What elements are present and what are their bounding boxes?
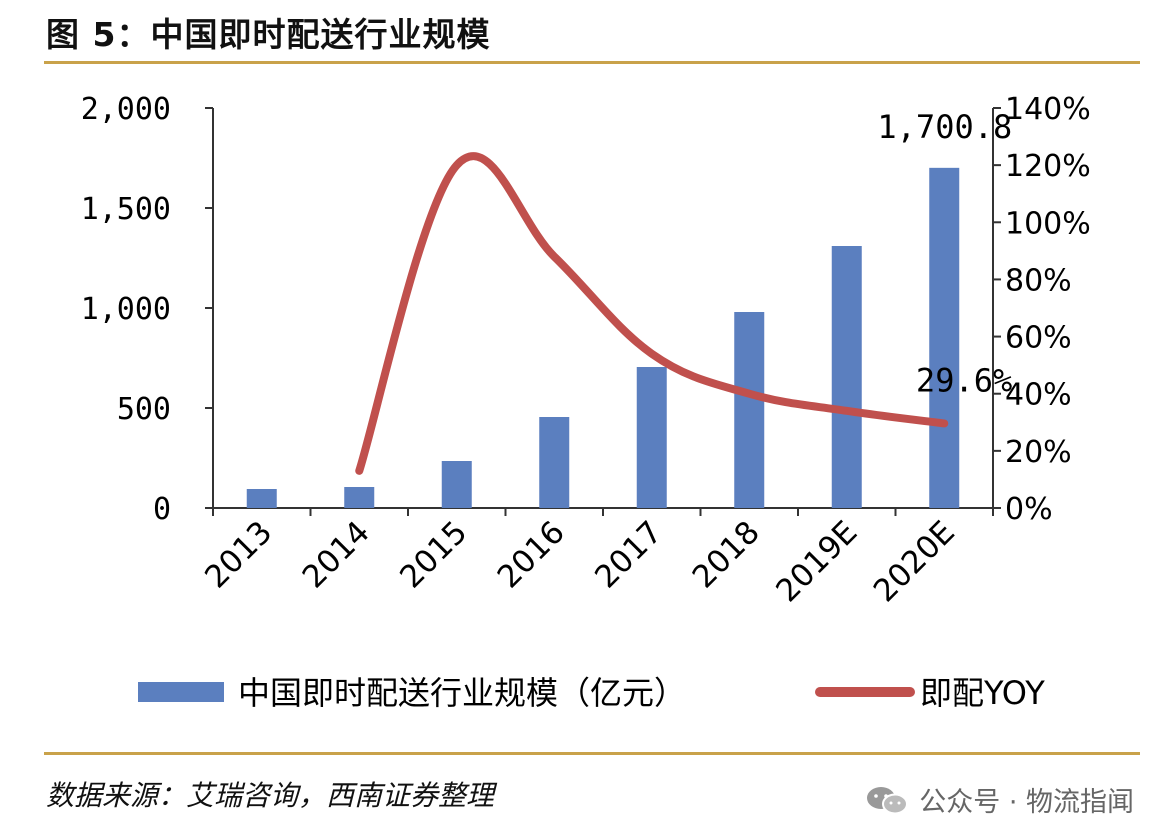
x-tick-label: 2013	[198, 514, 279, 595]
top-rule	[44, 61, 1140, 64]
bar	[929, 167, 960, 508]
legend-bar-label: 中国即时配送行业规模（亿元）	[238, 674, 686, 712]
watermark: 公众号 · 物流指闻	[865, 780, 1134, 819]
chart: 0 500 1,000 1,500 2,000 0% 20% 40% 60% 80% 100% 120…	[81, 92, 1091, 712]
data-label: 1,700.8	[877, 108, 1012, 146]
yoy-point	[845, 409, 848, 412]
bar	[734, 312, 765, 508]
left-tick-label: 0	[153, 492, 171, 527]
bottom-rule	[44, 752, 1140, 755]
yoy-point	[650, 352, 653, 355]
bar	[539, 417, 570, 508]
right-tick-label: 40%	[1005, 378, 1072, 413]
left-tick-label: 1,000	[81, 292, 171, 327]
right-tick-label: 120%	[1005, 149, 1091, 184]
bar	[831, 246, 862, 508]
yoy-point	[455, 164, 458, 167]
bar	[246, 489, 277, 508]
bar	[344, 487, 375, 508]
x-tick-label: 2016	[491, 514, 572, 595]
right-tick-label: 20%	[1005, 435, 1072, 470]
wechat-icon	[867, 786, 909, 814]
x-tick-label: 2014	[296, 514, 377, 595]
bar	[441, 461, 472, 508]
chart-title: 图 5：中国即时配送行业规模	[46, 15, 491, 54]
yoy-point	[748, 392, 751, 395]
x-tick-label: 2019E	[769, 514, 864, 609]
right-tick-label: 60%	[1005, 321, 1072, 356]
left-tick-label: 500	[117, 392, 171, 427]
left-tick-label: 1,500	[81, 192, 171, 227]
right-tick-label: 0%	[1005, 492, 1053, 527]
legend-bar-swatch	[138, 682, 224, 702]
x-tick-label: 2015	[393, 514, 474, 595]
x-tick-label: 2018	[686, 514, 767, 595]
yoy-point	[553, 255, 556, 258]
yoy-point	[358, 469, 361, 472]
yoy-line	[355, 152, 949, 475]
x-tick-label: 2017	[588, 514, 669, 595]
data-label: 29.6%	[916, 361, 1012, 399]
source-note: 数据来源：艾瑞咨询，西南证券整理	[46, 779, 495, 812]
watermark-text: 公众号 · 物流指闻	[919, 787, 1134, 818]
left-tick-label: 2,000	[81, 92, 171, 127]
yoy-point	[943, 422, 946, 425]
right-tick-label: 140%	[1005, 92, 1091, 127]
legend-line-label: 即配YOY	[920, 674, 1045, 712]
right-tick-label: 100%	[1005, 206, 1091, 241]
right-tick-label: 80%	[1005, 263, 1072, 298]
x-tick-label: 2020E	[867, 514, 962, 609]
bar	[636, 367, 667, 508]
